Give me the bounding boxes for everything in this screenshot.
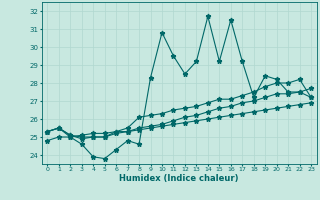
X-axis label: Humidex (Indice chaleur): Humidex (Indice chaleur) [119, 174, 239, 183]
